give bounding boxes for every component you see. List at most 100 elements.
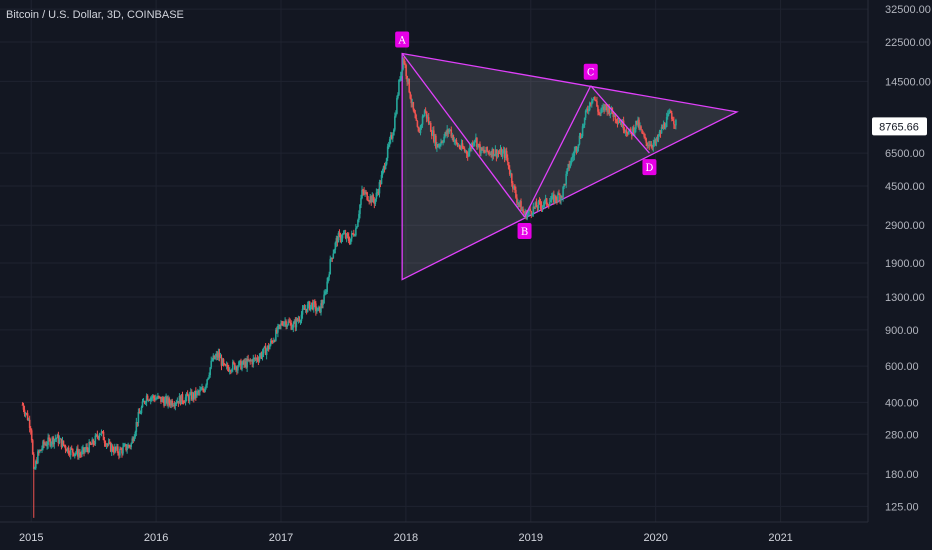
candle-body — [649, 144, 652, 147]
candle-body — [524, 211, 526, 215]
candle-body — [345, 233, 348, 238]
point-label-box — [517, 223, 532, 240]
pattern-point-labels: A B C D — [395, 31, 657, 240]
candle-body — [664, 126, 667, 128]
candle-body — [667, 113, 670, 115]
candle-body — [339, 233, 342, 241]
candle-body — [377, 192, 380, 194]
candle-body — [255, 358, 258, 360]
candle-body — [371, 195, 374, 203]
candle-body — [389, 135, 392, 140]
candle-body — [370, 196, 373, 203]
candle-body — [252, 358, 255, 365]
candle-body — [310, 302, 313, 305]
candle-body — [64, 445, 67, 450]
candle-body — [32, 454, 35, 469]
candle-body — [509, 173, 512, 175]
candle-body — [482, 149, 484, 151]
last-price-value: 8765.66 — [879, 121, 919, 133]
y-tick-label: 1300.00 — [885, 292, 925, 304]
y-tick-label: 6500.00 — [885, 148, 925, 160]
candle-body — [106, 444, 109, 446]
candle-body — [518, 202, 520, 204]
candle-body — [223, 363, 226, 365]
candle-body — [293, 321, 296, 324]
candle-body — [469, 147, 472, 150]
candle-body — [83, 447, 85, 452]
candle-body — [50, 443, 53, 446]
candle-body — [647, 145, 650, 147]
candle-body — [126, 448, 128, 450]
x-tick-label: 2016 — [144, 532, 168, 544]
candle-body — [414, 112, 417, 119]
candle-body — [273, 340, 275, 343]
candle-body — [666, 113, 669, 118]
pattern-leg — [401, 53, 526, 218]
candle-body — [618, 121, 621, 123]
candle-body — [44, 444, 46, 446]
candle-body — [108, 442, 111, 444]
candle-body — [568, 164, 571, 168]
candle-body — [270, 340, 273, 342]
candle-body — [514, 185, 516, 191]
candle-body — [595, 99, 597, 102]
candle-body — [80, 453, 82, 455]
candle-body — [376, 192, 379, 194]
candle-body — [486, 146, 488, 152]
candle-body — [586, 109, 589, 111]
candle-body — [154, 397, 156, 401]
candle-body — [583, 117, 586, 125]
candle-body — [290, 322, 293, 330]
candle-body — [642, 133, 644, 135]
candle-body — [213, 355, 216, 359]
candle-body — [99, 433, 102, 435]
point-label-text: D — [645, 163, 653, 174]
point-label-c: C — [583, 63, 598, 80]
candle-body — [174, 403, 177, 406]
candle-body — [603, 106, 605, 110]
candle-body — [520, 201, 522, 211]
candle-body — [493, 154, 496, 157]
candle-body — [626, 132, 629, 135]
candle-body — [41, 448, 43, 450]
point-label-b: B — [517, 223, 532, 240]
candle-body — [344, 233, 347, 238]
candle-body — [423, 110, 426, 117]
y-tick-label: 32500.00 — [885, 4, 931, 16]
candle-body — [601, 108, 603, 110]
candle-body — [504, 150, 507, 159]
candle-body — [553, 194, 555, 203]
point-label-text: C — [587, 68, 595, 79]
candle-body — [120, 448, 122, 450]
candle-body — [46, 444, 48, 446]
candle-body — [513, 185, 515, 189]
candle-body — [332, 253, 335, 259]
candle-body — [211, 360, 214, 362]
candle-body — [622, 120, 625, 131]
candle-body — [192, 393, 195, 399]
candle-body — [382, 166, 385, 171]
candle-body — [625, 130, 628, 133]
candle-body — [96, 434, 99, 437]
candle-body — [256, 358, 259, 360]
candle-body — [665, 117, 668, 127]
candle-body — [81, 450, 83, 455]
candle-body — [144, 401, 147, 403]
candle-body — [604, 104, 606, 110]
candle-body — [490, 153, 493, 157]
candle-body — [631, 132, 633, 136]
candle-body — [620, 122, 623, 127]
candle-body — [202, 388, 204, 391]
candle-body — [107, 442, 110, 445]
price-axis[interactable]: 32500.00 22500.00 14500.00 6500.00 4500.00 29… — [885, 4, 931, 513]
candle-body — [59, 438, 62, 440]
candle-body — [627, 131, 630, 135]
time-axis[interactable]: 2015 2016 2017 2018 2019 2020 2021 — [19, 532, 793, 544]
candle-body — [610, 107, 613, 114]
candle-body — [492, 148, 495, 157]
candle-body — [297, 319, 300, 321]
candle-body — [386, 146, 389, 159]
candle-body — [394, 116, 396, 130]
y-tick-label: 280.00 — [885, 429, 919, 441]
